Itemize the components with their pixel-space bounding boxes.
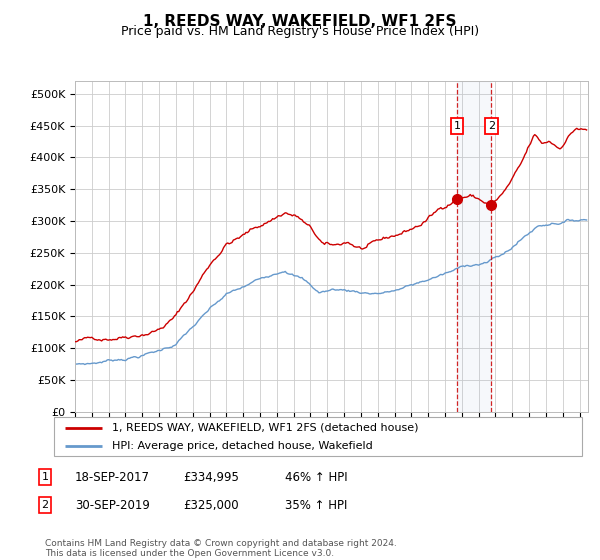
Text: £334,995: £334,995 [183, 470, 239, 484]
Text: Contains HM Land Registry data © Crown copyright and database right 2024.
This d: Contains HM Land Registry data © Crown c… [45, 539, 397, 558]
Bar [457, 81, 491, 412]
Text: £325,000: £325,000 [183, 498, 239, 512]
Text: 1, REEDS WAY, WAKEFIELD, WF1 2FS: 1, REEDS WAY, WAKEFIELD, WF1 2FS [143, 14, 457, 29]
FancyBboxPatch shape [54, 417, 582, 456]
Text: Price paid vs. HM Land Registry's House Price Index (HPI): Price paid vs. HM Land Registry's House … [121, 25, 479, 38]
Text: 1: 1 [454, 121, 461, 131]
Text: 18-SEP-2017: 18-SEP-2017 [75, 470, 150, 484]
Text: 2: 2 [41, 500, 49, 510]
Text: 35% ↑ HPI: 35% ↑ HPI [285, 498, 347, 512]
Text: 1, REEDS WAY, WAKEFIELD, WF1 2FS (detached house): 1, REEDS WAY, WAKEFIELD, WF1 2FS (detach… [112, 423, 419, 433]
Text: 1: 1 [41, 472, 49, 482]
Text: 30-SEP-2019: 30-SEP-2019 [75, 498, 150, 512]
Text: 2: 2 [488, 121, 495, 131]
Text: HPI: Average price, detached house, Wakefield: HPI: Average price, detached house, Wake… [112, 441, 373, 451]
Text: 46% ↑ HPI: 46% ↑ HPI [285, 470, 347, 484]
